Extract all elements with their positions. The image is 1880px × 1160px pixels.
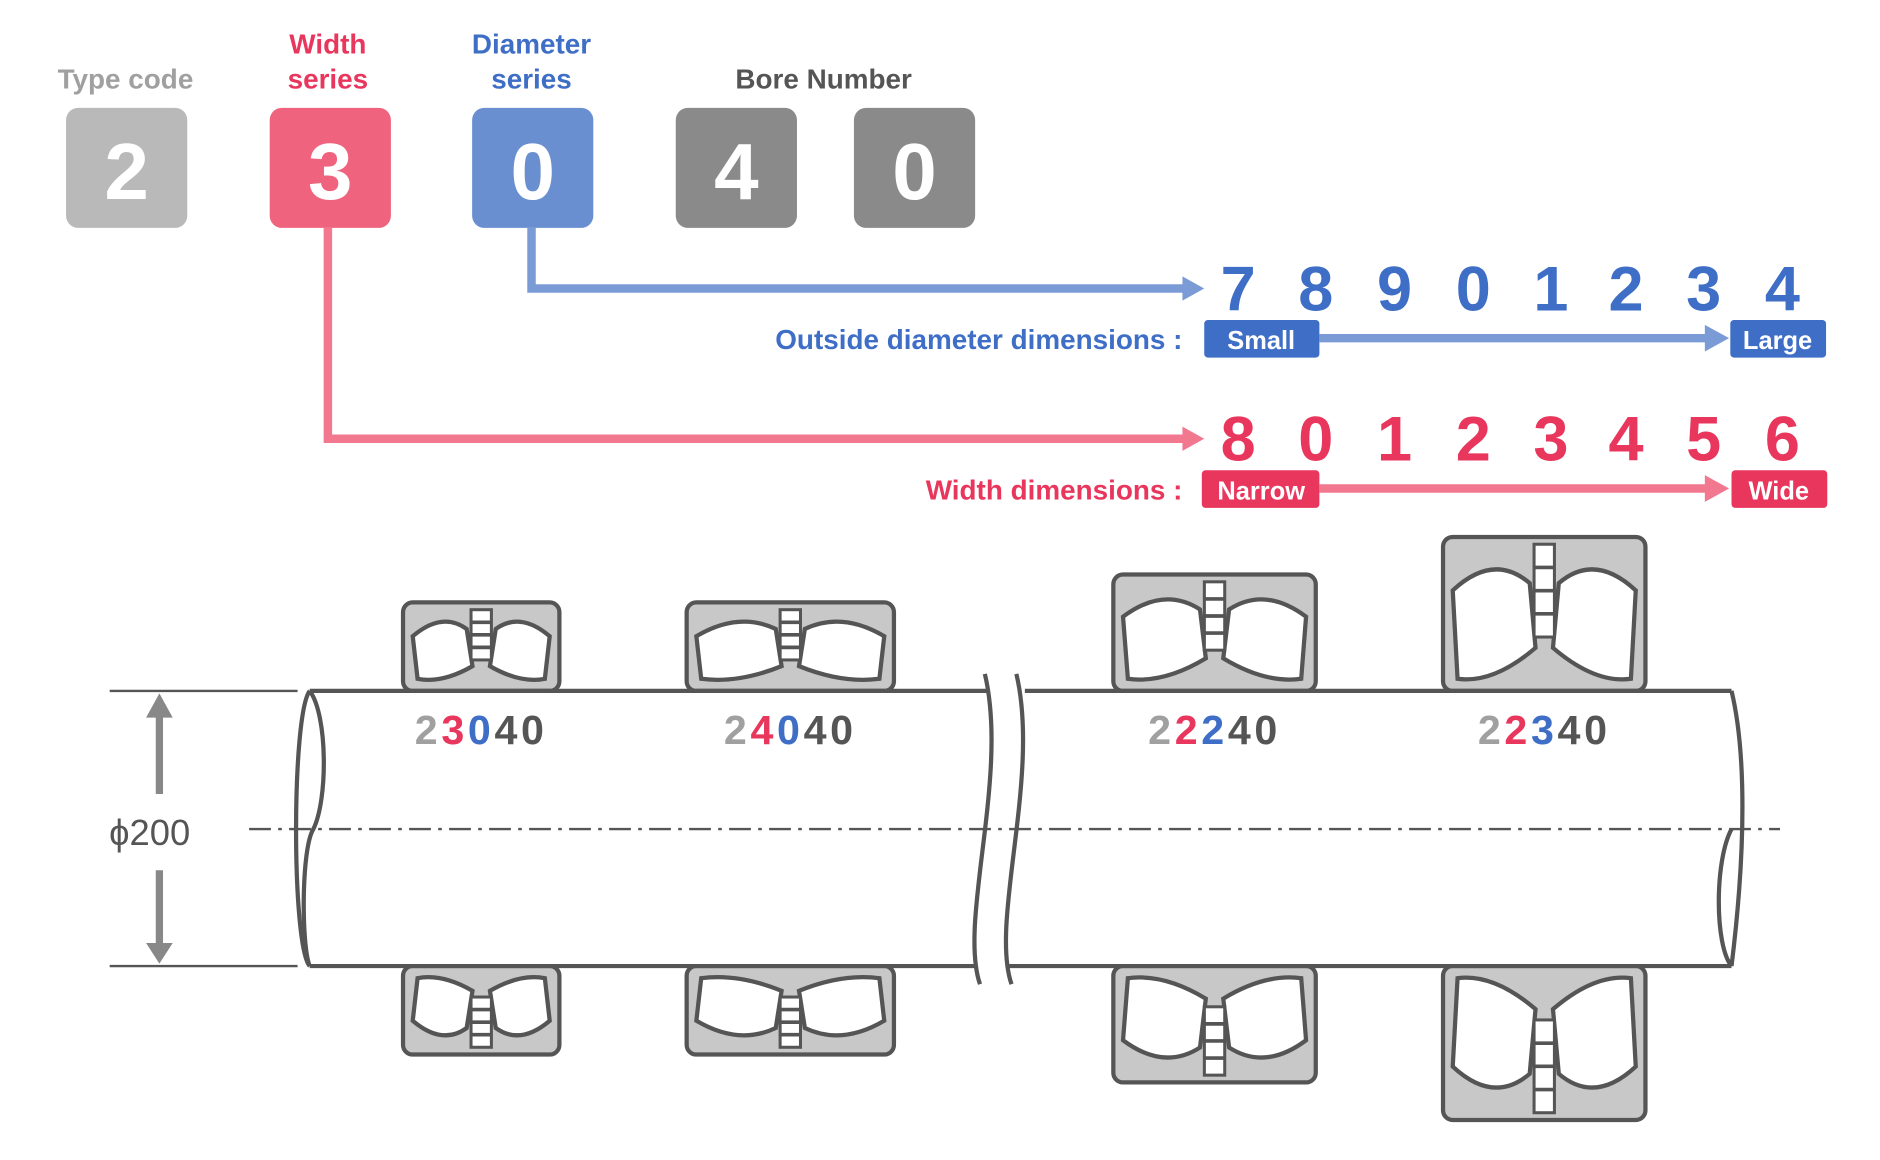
bore-number-label: Bore Number (735, 63, 912, 94)
bearing-code-part: 40 (495, 707, 548, 753)
large-badge: Large (1743, 327, 1812, 355)
bearings: 23040 24040 22240 22340 (400, 534, 1648, 1123)
width-series-label-1: Width (289, 28, 366, 59)
diameter-connector-arrow (527, 227, 1205, 301)
width-series-digit: 3 (308, 127, 353, 216)
shaft (249, 673, 1780, 985)
wide-badge: Wide (1749, 477, 1810, 505)
bore-number-box-1: 4 (675, 107, 797, 228)
narrow-badge: Narrow (1217, 477, 1305, 505)
width-number: 6 (1765, 405, 1800, 475)
narrow-wide-scale: Narrow Wide (1201, 470, 1828, 508)
diameter-number: 1 (1533, 254, 1568, 324)
bearing-code-part: 3 (1531, 707, 1558, 753)
diameter-number: 8 (1298, 254, 1333, 324)
bearing-lower-half (1440, 963, 1648, 1123)
width-number: 5 (1686, 405, 1721, 475)
bearing-code-part: 2 (1478, 707, 1505, 753)
diameter-number: 9 (1377, 254, 1412, 324)
diameter-series-box: 0 (472, 107, 594, 228)
width-number: 0 (1298, 405, 1333, 475)
diameter-number: 7 (1221, 254, 1256, 324)
type-code-box: 2 (66, 107, 188, 228)
small-badge: Small (1227, 327, 1295, 355)
bearing-code-part: 2 (1175, 707, 1202, 753)
bearing-code-part: 3 (441, 707, 468, 753)
diameter-number: 3 (1686, 254, 1721, 324)
bearing-code-part: 2 (724, 707, 751, 753)
bearing-lower-half (400, 963, 562, 1057)
width-series-box: 3 (269, 107, 391, 228)
width-number: 3 (1533, 405, 1568, 475)
bearing-code-part: 40 (1228, 707, 1281, 753)
diameter-series-digit: 0 (510, 127, 554, 216)
bearing-code-part: 4 (750, 707, 777, 753)
bore-number-digit-2: 0 (892, 127, 937, 216)
bearing-code-part: 0 (777, 707, 804, 753)
bearing-22340: 22340 (1440, 534, 1648, 1123)
type-code-label: Type code (58, 63, 194, 94)
diameter-dimension: ϕ200 (109, 689, 298, 968)
width-number: 8 (1221, 405, 1256, 475)
bearing-lower-half (1111, 963, 1318, 1085)
bearing-upper-half (684, 600, 897, 694)
small-large-scale: Small Large (1204, 320, 1827, 358)
bearing-code: 24040 (724, 707, 857, 753)
bearing-code-part: 2 (1148, 707, 1175, 753)
bearing-upper-half (1440, 534, 1648, 694)
bearing-code: 22340 (1478, 707, 1611, 753)
bearing-lower-half (684, 963, 897, 1057)
width-number: 4 (1609, 405, 1644, 475)
bearing-code-part: 40 (804, 707, 857, 753)
width-number: 2 (1456, 405, 1491, 475)
bearing-code-part: 0 (468, 707, 495, 753)
bearing-22240: 22240 (1111, 572, 1318, 1085)
diameter-series-label-1: Diameter (472, 28, 591, 59)
outside-diameter-label: Outside diameter dimensions : (775, 324, 1182, 355)
width-series-label-2: series (288, 63, 369, 94)
width-connector-arrow (323, 227, 1205, 451)
diameter-number: 2 (1609, 254, 1644, 324)
bearing-23040: 23040 (400, 600, 562, 1057)
diameter-number: 4 (1765, 254, 1800, 324)
bearing-code-part: 40 (1558, 707, 1611, 753)
bore-number-digit-1: 4 (714, 127, 759, 216)
bearing-upper-half (1111, 572, 1318, 694)
bearing-code-part: 2 (1201, 707, 1228, 753)
bearing-code-part: 2 (415, 707, 442, 753)
diameter-series-label-2: series (491, 63, 572, 94)
bore-number-box-2: 0 (853, 107, 976, 228)
width-number: 1 (1377, 405, 1412, 475)
width-dimensions-label: Width dimensions : (926, 474, 1183, 505)
bearing-code: 23040 (415, 707, 548, 753)
bearing-24040: 24040 (684, 600, 897, 1057)
bearing-code: 22240 (1148, 707, 1281, 753)
diameter-number: 0 (1456, 254, 1491, 324)
bearing-upper-half (400, 600, 562, 694)
type-code-digit: 2 (104, 127, 148, 216)
diameter-value: ϕ200 (109, 812, 190, 853)
bearing-code-part: 2 (1504, 707, 1531, 753)
